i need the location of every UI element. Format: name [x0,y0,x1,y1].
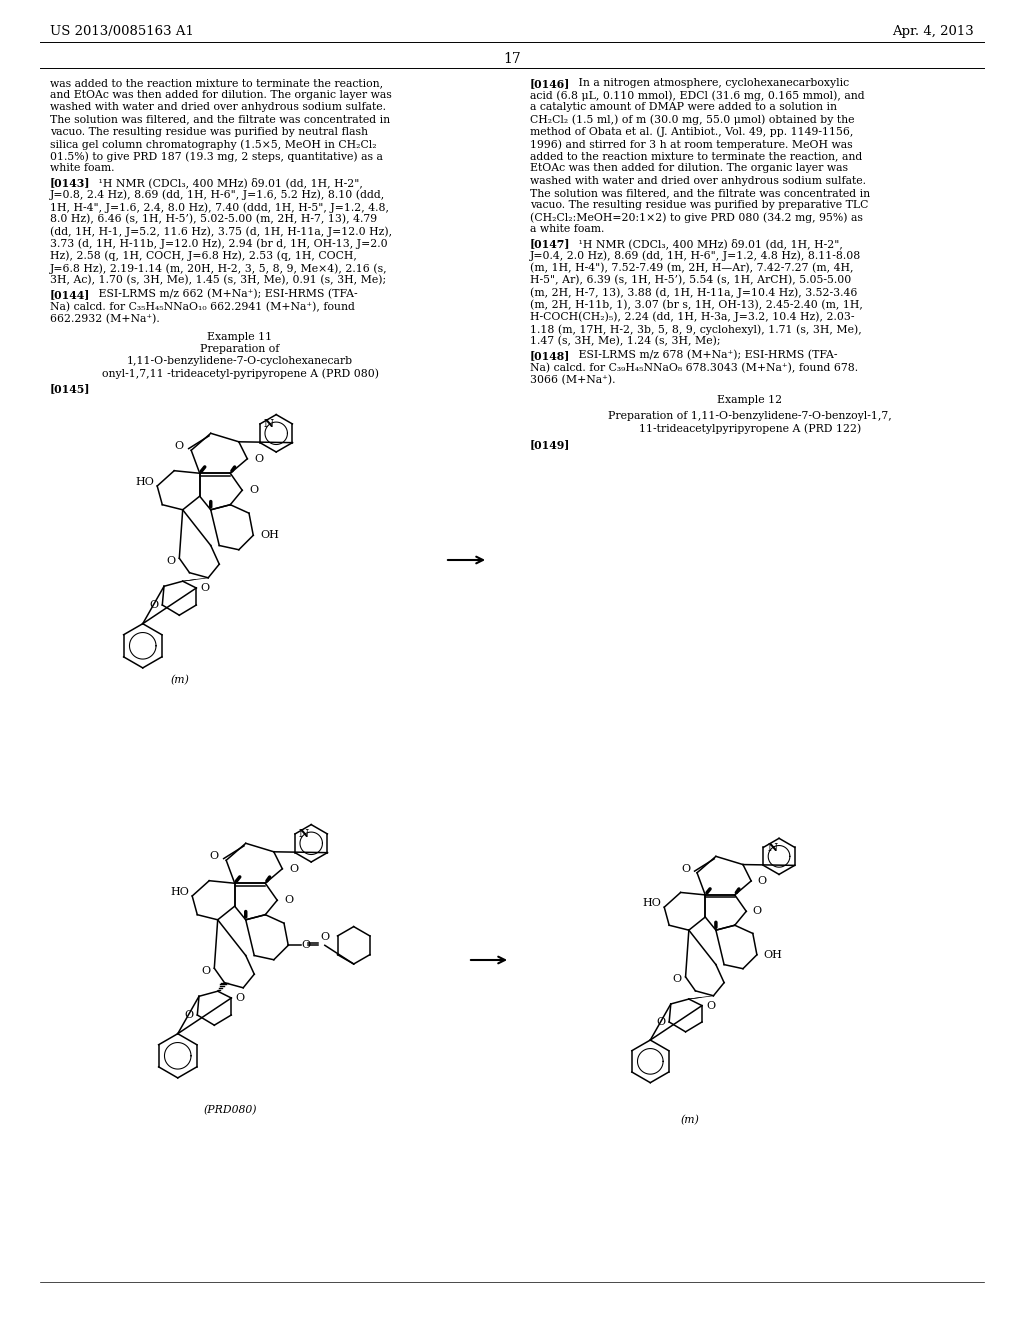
Text: 3H, Ac), 1.70 (s, 3H, Me), 1.45 (s, 3H, Me), 0.91 (s, 3H, Me);: 3H, Ac), 1.70 (s, 3H, Me), 1.45 (s, 3H, … [50,275,386,285]
Text: O: O [254,454,263,463]
Text: O: O [175,441,184,451]
Text: (m): (m) [681,1115,699,1126]
Text: O: O [236,993,245,1003]
Text: O: O [321,932,330,941]
Text: J=0.8, 2.4 Hz), 8.69 (dd, 1H, H-6", J=1.6, 5.2 Hz), 8.10 (ddd,: J=0.8, 2.4 Hz), 8.69 (dd, 1H, H-6", J=1.… [50,190,385,201]
Text: [0145]: [0145] [50,383,90,393]
Text: O: O [148,601,158,610]
Text: washed with water and dried over anhydrous sodium sulfate.: washed with water and dried over anhydro… [50,103,386,112]
Text: O: O [301,940,310,950]
Text: US 2013/0085163 A1: US 2013/0085163 A1 [50,25,194,38]
Text: ¹H NMR (CDCl₃, 400 MHz) δ9.01 (dd, 1H, H-2",: ¹H NMR (CDCl₃, 400 MHz) δ9.01 (dd, 1H, H… [568,239,843,249]
Text: N: N [767,842,777,853]
Text: 1.18 (m, 17H, H-2, 3b, 5, 8, 9, cyclohexyl), 1.71 (s, 3H, Me),: 1.18 (m, 17H, H-2, 3b, 5, 8, 9, cyclohex… [530,323,862,334]
Text: a white foam.: a white foam. [530,224,604,235]
Text: [0144]: [0144] [50,289,90,301]
Text: 3.73 (d, 1H, H-11b, J=12.0 Hz), 2.94 (br d, 1H, OH-13, J=2.0: 3.73 (d, 1H, H-11b, J=12.0 Hz), 2.94 (br… [50,239,388,249]
Text: OH: OH [764,950,782,960]
Text: 01.5%) to give PRD 187 (19.3 mg, 2 steps, quantitative) as a: 01.5%) to give PRD 187 (19.3 mg, 2 steps… [50,152,383,162]
Text: Preparation of 1,11-O-benzylidene-7-O-benzoyl-1,7,: Preparation of 1,11-O-benzylidene-7-O-be… [608,412,892,421]
Text: 17: 17 [503,51,521,66]
Text: O: O [681,863,690,874]
Text: [0147]: [0147] [530,239,570,249]
Text: Hz), 2.58 (q, 1H, COCH, J=6.8 Hz), 2.53 (q, 1H, COCH,: Hz), 2.58 (q, 1H, COCH, J=6.8 Hz), 2.53 … [50,251,357,261]
Text: H-COCH(CH₂)₅), 2.24 (dd, 1H, H-3a, J=3.2, 10.4 Hz), 2.03-: H-COCH(CH₂)₅), 2.24 (dd, 1H, H-3a, J=3.2… [530,312,854,322]
Text: O: O [249,486,258,495]
Text: O: O [201,583,210,593]
Text: Na) calcd. for C₃₅H₄₅NNaO₁₀ 662.2941 (M+Na⁺), found: Na) calcd. for C₃₅H₄₅NNaO₁₀ 662.2941 (M+… [50,301,355,312]
Text: Preparation of: Preparation of [201,345,280,354]
Text: vacuo. The resulting residue was purified by preparative TLC: vacuo. The resulting residue was purifie… [530,201,868,210]
Text: (m): (m) [171,675,189,685]
Text: HO: HO [135,477,154,487]
Text: O: O [289,863,298,874]
Text: (PRD080): (PRD080) [203,1105,257,1115]
Text: (m, 2H, H-7, 13), 3.88 (d, 1H, H-11a, J=10.4 Hz), 3.52-3.46: (m, 2H, H-7, 13), 3.88 (d, 1H, H-11a, J=… [530,288,857,298]
Text: [0148]: [0148] [530,350,570,362]
Text: 662.2932 (M+Na⁺).: 662.2932 (M+Na⁺). [50,314,160,325]
Text: O: O [656,1016,665,1027]
Text: (dd, 1H, H-1, J=5.2, 11.6 Hz), 3.75 (d, 1H, H-11a, J=12.0 Hz),: (dd, 1H, H-1, J=5.2, 11.6 Hz), 3.75 (d, … [50,227,392,238]
Text: The solution was filtered, and the filtrate was concentrated in: The solution was filtered, and the filtr… [50,115,390,124]
Text: acid (6.8 μL, 0.110 mmol), EDCl (31.6 mg, 0.165 mmol), and: acid (6.8 μL, 0.110 mmol), EDCl (31.6 mg… [530,90,864,100]
Text: [0149]: [0149] [530,440,570,450]
Text: CH₂Cl₂ (1.5 ml,) of m (30.0 mg, 55.0 μmol) obtained by the: CH₂Cl₂ (1.5 ml,) of m (30.0 mg, 55.0 μmo… [530,115,854,125]
Text: O: O [166,556,175,566]
Text: EtOAc was then added for dilution. The organic layer was: EtOAc was then added for dilution. The o… [530,164,848,173]
Text: (m, 2H, H-11b, 1), 3.07 (br s, 1H, OH-13), 2.45-2.40 (m, 1H,: (m, 2H, H-11b, 1), 3.07 (br s, 1H, OH-13… [530,300,863,310]
Text: and EtOAc was then added for dilution. The organic layer was: and EtOAc was then added for dilution. T… [50,90,392,100]
Text: O: O [673,974,681,985]
Text: vacuo. The resulting residue was purified by neutral flash: vacuo. The resulting residue was purifie… [50,127,368,137]
Text: HO: HO [170,887,188,896]
Text: 8.0 Hz), 6.46 (s, 1H, H-5’), 5.02-5.00 (m, 2H, H-7, 13), 4.79: 8.0 Hz), 6.46 (s, 1H, H-5’), 5.02-5.00 (… [50,214,377,224]
Text: N: N [264,418,274,429]
Text: Example 12: Example 12 [718,395,782,405]
Text: J=0.4, 2.0 Hz), 8.69 (dd, 1H, H-6", J=1.2, 4.8 Hz), 8.11-8.08: J=0.4, 2.0 Hz), 8.69 (dd, 1H, H-6", J=1.… [530,251,861,261]
Text: ESI-LRMS m/z 662 (M+Na⁺); ESI-HRMS (TFA-: ESI-LRMS m/z 662 (M+Na⁺); ESI-HRMS (TFA- [88,289,357,300]
Text: O: O [284,895,293,906]
Text: O: O [753,907,762,916]
Text: HO: HO [642,898,660,908]
Text: Example 11: Example 11 [208,333,272,342]
Text: ¹H NMR (CDCl₃, 400 MHz) δ9.01 (dd, 1H, H-2",: ¹H NMR (CDCl₃, 400 MHz) δ9.01 (dd, 1H, H… [88,178,362,189]
Text: O: O [201,966,210,975]
Text: 3066 (M+Na⁺).: 3066 (M+Na⁺). [530,375,615,385]
Text: onyl-1,7,11 -trideacetyl-pyripyropene A (PRD 080): onyl-1,7,11 -trideacetyl-pyripyropene A … [101,368,379,379]
Text: In a nitrogen atmosphere, cyclohexanecarboxylic: In a nitrogen atmosphere, cyclohexanecar… [568,78,849,88]
Text: [0146]: [0146] [530,78,570,88]
Text: ESI-LRMS m/z 678 (M+Na⁺); ESI-HRMS (TFA-: ESI-LRMS m/z 678 (M+Na⁺); ESI-HRMS (TFA- [568,350,838,360]
Text: silica gel column chromatography (1.5×5, MeOH in CH₂Cl₂: silica gel column chromatography (1.5×5,… [50,139,377,149]
Text: washed with water and dried over anhydrous sodium sulfate.: washed with water and dried over anhydro… [530,176,866,186]
Text: method of Obata et al. (J. Antibiot., Vol. 49, pp. 1149-1156,: method of Obata et al. (J. Antibiot., Vo… [530,127,853,137]
Text: O: O [210,851,219,861]
Text: [0143]: [0143] [50,178,90,189]
Text: H-5", Ar), 6.39 (s, 1H, H-5’), 5.54 (s, 1H, ArCH), 5.05-5.00: H-5", Ar), 6.39 (s, 1H, H-5’), 5.54 (s, … [530,275,851,285]
Text: 1996) and stirred for 3 h at room temperature. MeOH was: 1996) and stirred for 3 h at room temper… [530,139,853,149]
Text: white foam.: white foam. [50,164,115,173]
Text: (m, 1H, H-4"), 7.52-7.49 (m, 2H, H—Ar), 7.42-7.27 (m, 4H,: (m, 1H, H-4"), 7.52-7.49 (m, 2H, H—Ar), … [530,263,853,273]
Text: J=6.8 Hz), 2.19-1.14 (m, 20H, H-2, 3, 5, 8, 9, Me×4), 2.16 (s,: J=6.8 Hz), 2.19-1.14 (m, 20H, H-2, 3, 5,… [50,263,388,273]
Text: 1.47 (s, 3H, Me), 1.24 (s, 3H, Me);: 1.47 (s, 3H, Me), 1.24 (s, 3H, Me); [530,337,721,347]
Text: The solution was filtered, and the filtrate was concentrated in: The solution was filtered, and the filtr… [530,187,870,198]
Text: N: N [299,829,309,840]
Text: 1,11-O-benzylidene-7-O-cyclohexanecarb: 1,11-O-benzylidene-7-O-cyclohexanecarb [127,356,353,367]
Text: OH: OH [260,531,279,540]
Text: Apr. 4, 2013: Apr. 4, 2013 [892,25,974,38]
Text: O: O [758,876,767,886]
Text: O: O [707,1001,715,1011]
Text: was added to the reaction mixture to terminate the reaction,: was added to the reaction mixture to ter… [50,78,383,88]
Text: Na) calcd. for C₃₉H₄₅NNaO₈ 678.3043 (M+Na⁺), found 678.: Na) calcd. for C₃₉H₄₅NNaO₈ 678.3043 (M+N… [530,363,858,374]
Text: added to the reaction mixture to terminate the reaction, and: added to the reaction mixture to termina… [530,152,862,161]
Text: 1H, H-4", J=1.6, 2.4, 8.0 Hz), 7.40 (ddd, 1H, H-5", J=1.2, 4.8,: 1H, H-4", J=1.6, 2.4, 8.0 Hz), 7.40 (ddd… [50,202,389,213]
Text: a catalytic amount of DMAP were added to a solution in: a catalytic amount of DMAP were added to… [530,103,837,112]
Text: (CH₂Cl₂:MeOH=20:1×2) to give PRD 080 (34.2 mg, 95%) as: (CH₂Cl₂:MeOH=20:1×2) to give PRD 080 (34… [530,213,863,223]
Text: 11-trideacetylpyripyropene A (PRD 122): 11-trideacetylpyripyropene A (PRD 122) [639,424,861,434]
Text: O: O [184,1010,194,1020]
